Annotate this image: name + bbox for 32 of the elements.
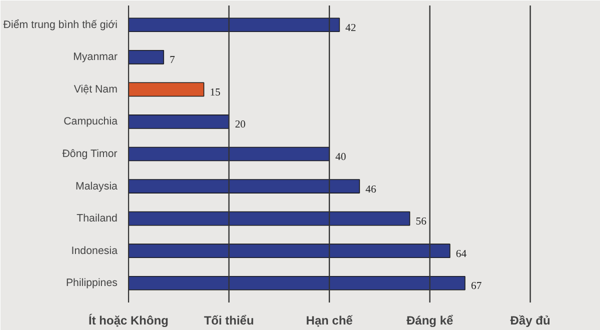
- bar: [128, 276, 466, 290]
- y-tick-label: Indonesia: [71, 244, 118, 257]
- y-tick-label: Malaysia: [75, 180, 118, 192]
- bar: [128, 211, 410, 226]
- ref-line-label: Đầy đủ: [510, 314, 550, 328]
- data-label: 64: [456, 248, 468, 260]
- data-label: 7: [170, 55, 176, 66]
- data-label: 20: [234, 120, 246, 131]
- bar: [128, 114, 230, 129]
- data-label: 46: [366, 184, 377, 196]
- ref-line-label: Ít hoặc Không: [88, 314, 169, 328]
- ref-line-label: Hạn chế: [306, 314, 354, 328]
- y-tick-label: Philippines: [66, 277, 118, 290]
- y-tick-label: Campuchia: [64, 116, 118, 128]
- y-tick-label: Điểm trung bình thế giới: [3, 18, 118, 31]
- bar: [128, 50, 164, 64]
- bar: [128, 82, 204, 97]
- y-tick-label: Thailand: [76, 212, 118, 225]
- y-tick-label: Myanmar: [73, 51, 118, 64]
- data-label: 67: [470, 281, 482, 292]
- bar: [128, 146, 330, 162]
- data-label: 40: [335, 152, 346, 163]
- ref-line-label: Tối thiểu: [204, 314, 254, 328]
- data-label: 15: [210, 87, 220, 98]
- data-label: 42: [345, 22, 356, 34]
- bar: [128, 244, 450, 258]
- data-label: 56: [416, 216, 428, 228]
- bar: [128, 179, 360, 194]
- bar: [128, 18, 340, 32]
- y-tick-label: Việt Nam: [74, 83, 118, 96]
- y-tick-label: Đông Timor: [62, 148, 118, 160]
- ref-line-label: Đáng kể: [406, 314, 454, 328]
